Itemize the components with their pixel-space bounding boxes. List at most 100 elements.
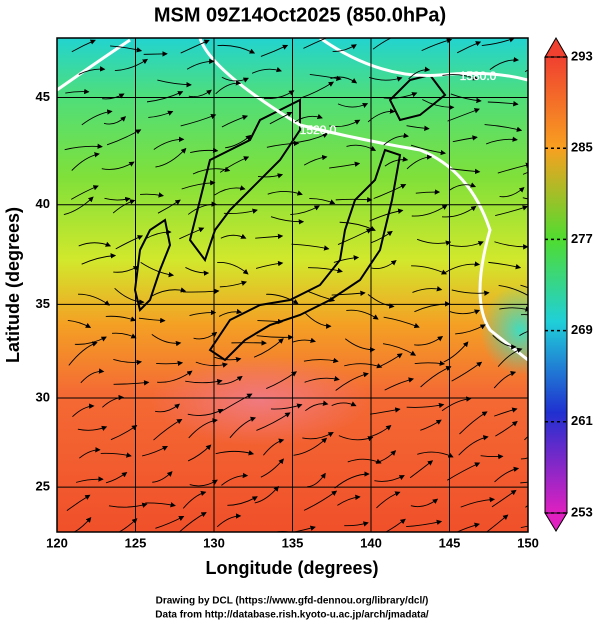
streamline <box>384 377 415 391</box>
streamline <box>260 44 289 57</box>
streamline <box>383 316 420 329</box>
streamline <box>522 197 528 200</box>
streamline <box>520 457 528 460</box>
streamline <box>380 353 403 367</box>
streamline <box>291 243 330 251</box>
contour-line <box>57 38 528 362</box>
streamline <box>367 294 395 309</box>
streamline <box>67 319 92 328</box>
streamline <box>408 66 431 80</box>
streamline <box>189 479 218 487</box>
streamline <box>266 140 300 148</box>
streamline <box>152 471 173 483</box>
streamline <box>458 435 489 456</box>
streamline <box>192 166 231 175</box>
streamline <box>441 396 472 412</box>
streamline <box>303 38 328 49</box>
streamline <box>442 74 479 81</box>
x-tick-label: 120 <box>46 535 68 550</box>
streamline <box>68 341 98 366</box>
streamline <box>376 491 401 509</box>
streamline <box>267 190 303 196</box>
streamline <box>494 407 518 417</box>
streamline <box>384 156 409 167</box>
streamline <box>375 450 397 464</box>
streamline <box>179 227 205 240</box>
streamline <box>187 409 224 416</box>
streamline <box>333 255 360 263</box>
streamline <box>195 361 228 368</box>
streamline <box>344 363 383 369</box>
streamline <box>422 99 455 111</box>
streamline <box>104 196 131 203</box>
streamline <box>414 360 446 366</box>
streamline <box>302 432 334 440</box>
streamline <box>335 196 373 203</box>
streamline <box>157 370 193 383</box>
streamline <box>138 317 166 324</box>
streamline <box>146 91 184 103</box>
streamline <box>155 147 187 168</box>
streamline <box>307 472 326 488</box>
streamline <box>256 334 294 341</box>
x-tick-label: 135 <box>282 535 304 550</box>
streamline <box>370 407 401 415</box>
y-tick-label: 40 <box>36 196 50 211</box>
streamline <box>142 445 168 457</box>
streamline <box>369 424 392 438</box>
streamline <box>330 76 358 84</box>
colorbar-tick-label: 269 <box>571 322 593 337</box>
streamline <box>253 338 284 358</box>
streamline <box>110 45 143 53</box>
colorbar-extend <box>544 37 568 58</box>
colorbar-tick-label: 277 <box>571 231 593 246</box>
streamline <box>493 371 517 389</box>
streamline <box>338 435 374 442</box>
streamline <box>456 41 482 54</box>
streamline <box>63 196 94 216</box>
streamline <box>78 66 106 75</box>
streamline <box>415 189 441 195</box>
streamline <box>153 418 183 441</box>
streamline <box>219 156 250 173</box>
streamline <box>304 375 340 383</box>
streamline <box>492 334 517 350</box>
colorbar <box>544 56 568 514</box>
streamline <box>487 101 519 107</box>
streamline <box>140 262 175 278</box>
streamline <box>105 315 137 322</box>
streamline <box>266 293 299 305</box>
coastline <box>133 73 447 362</box>
streamline <box>102 93 125 100</box>
streamline <box>270 403 303 410</box>
streamline <box>76 476 104 483</box>
streamline <box>214 185 246 196</box>
streamline <box>217 44 256 54</box>
streamline <box>520 481 528 484</box>
streamline <box>448 241 484 247</box>
streamline <box>406 519 443 528</box>
streamline <box>112 199 136 214</box>
streamline <box>108 502 148 508</box>
streamline <box>118 518 138 532</box>
x-tick-label: 125 <box>125 535 147 550</box>
streamline <box>303 357 339 364</box>
streamline <box>227 496 258 506</box>
streamline <box>219 280 247 288</box>
streamline <box>522 171 528 175</box>
streamline <box>406 154 433 170</box>
streamline <box>218 393 253 414</box>
streamline <box>411 265 448 275</box>
streamline <box>524 435 528 441</box>
streamline <box>449 182 477 191</box>
streamline <box>421 38 453 52</box>
warm-area <box>150 355 370 445</box>
streamline <box>153 136 185 150</box>
streamline <box>65 88 90 95</box>
streamline <box>73 516 92 532</box>
streamline <box>190 147 219 154</box>
streamline <box>257 173 284 179</box>
streamline <box>494 241 528 250</box>
streamline <box>214 356 242 363</box>
